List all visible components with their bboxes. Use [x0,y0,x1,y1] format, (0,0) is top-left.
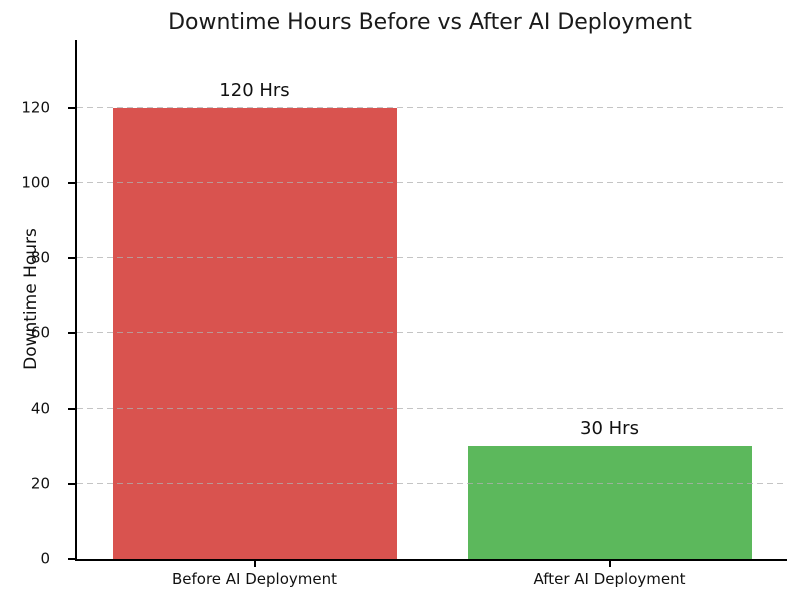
y-tick-mark [68,257,75,260]
y-axis-ticks: 0 20 40 60 80 100 120 [0,40,64,566]
y-gridline [77,482,787,484]
y-gridline [77,181,787,183]
y-tick-label: 40 [30,399,50,418]
x-tick-mark [608,561,611,567]
y-tick-label: 80 [30,248,50,267]
y-tick-label: 120 [21,98,50,117]
x-tick-label: After AI Deployment [533,570,686,588]
bar-value-label: 120 Hrs [219,79,290,101]
y-tick-mark [68,482,75,485]
bar-value-label: 30 Hrs [580,418,639,440]
x-tick-label: Before AI Deployment [171,570,337,588]
chart-title: Downtime Hours Before vs After AI Deploy… [168,10,692,35]
y-gridline [77,407,787,409]
y-tick-mark [68,332,75,335]
y-tick-label: 60 [30,323,50,342]
x-tick-mark [253,561,256,567]
y-tick-mark [68,106,75,109]
y-tick-label: 20 [30,474,50,493]
y-tick-mark [68,558,75,560]
y-tick-label: 0 [40,549,50,568]
y-gridline [77,332,787,334]
y-gridline [77,257,787,259]
bar [467,446,752,559]
y-tick-mark [68,181,75,184]
y-gridline [77,106,787,108]
y-tick-mark [68,407,75,410]
y-tick-label: 100 [21,173,50,192]
plot-area: 120 Hrs Before AI Deployment 30 Hrs After A… [68,40,787,588]
